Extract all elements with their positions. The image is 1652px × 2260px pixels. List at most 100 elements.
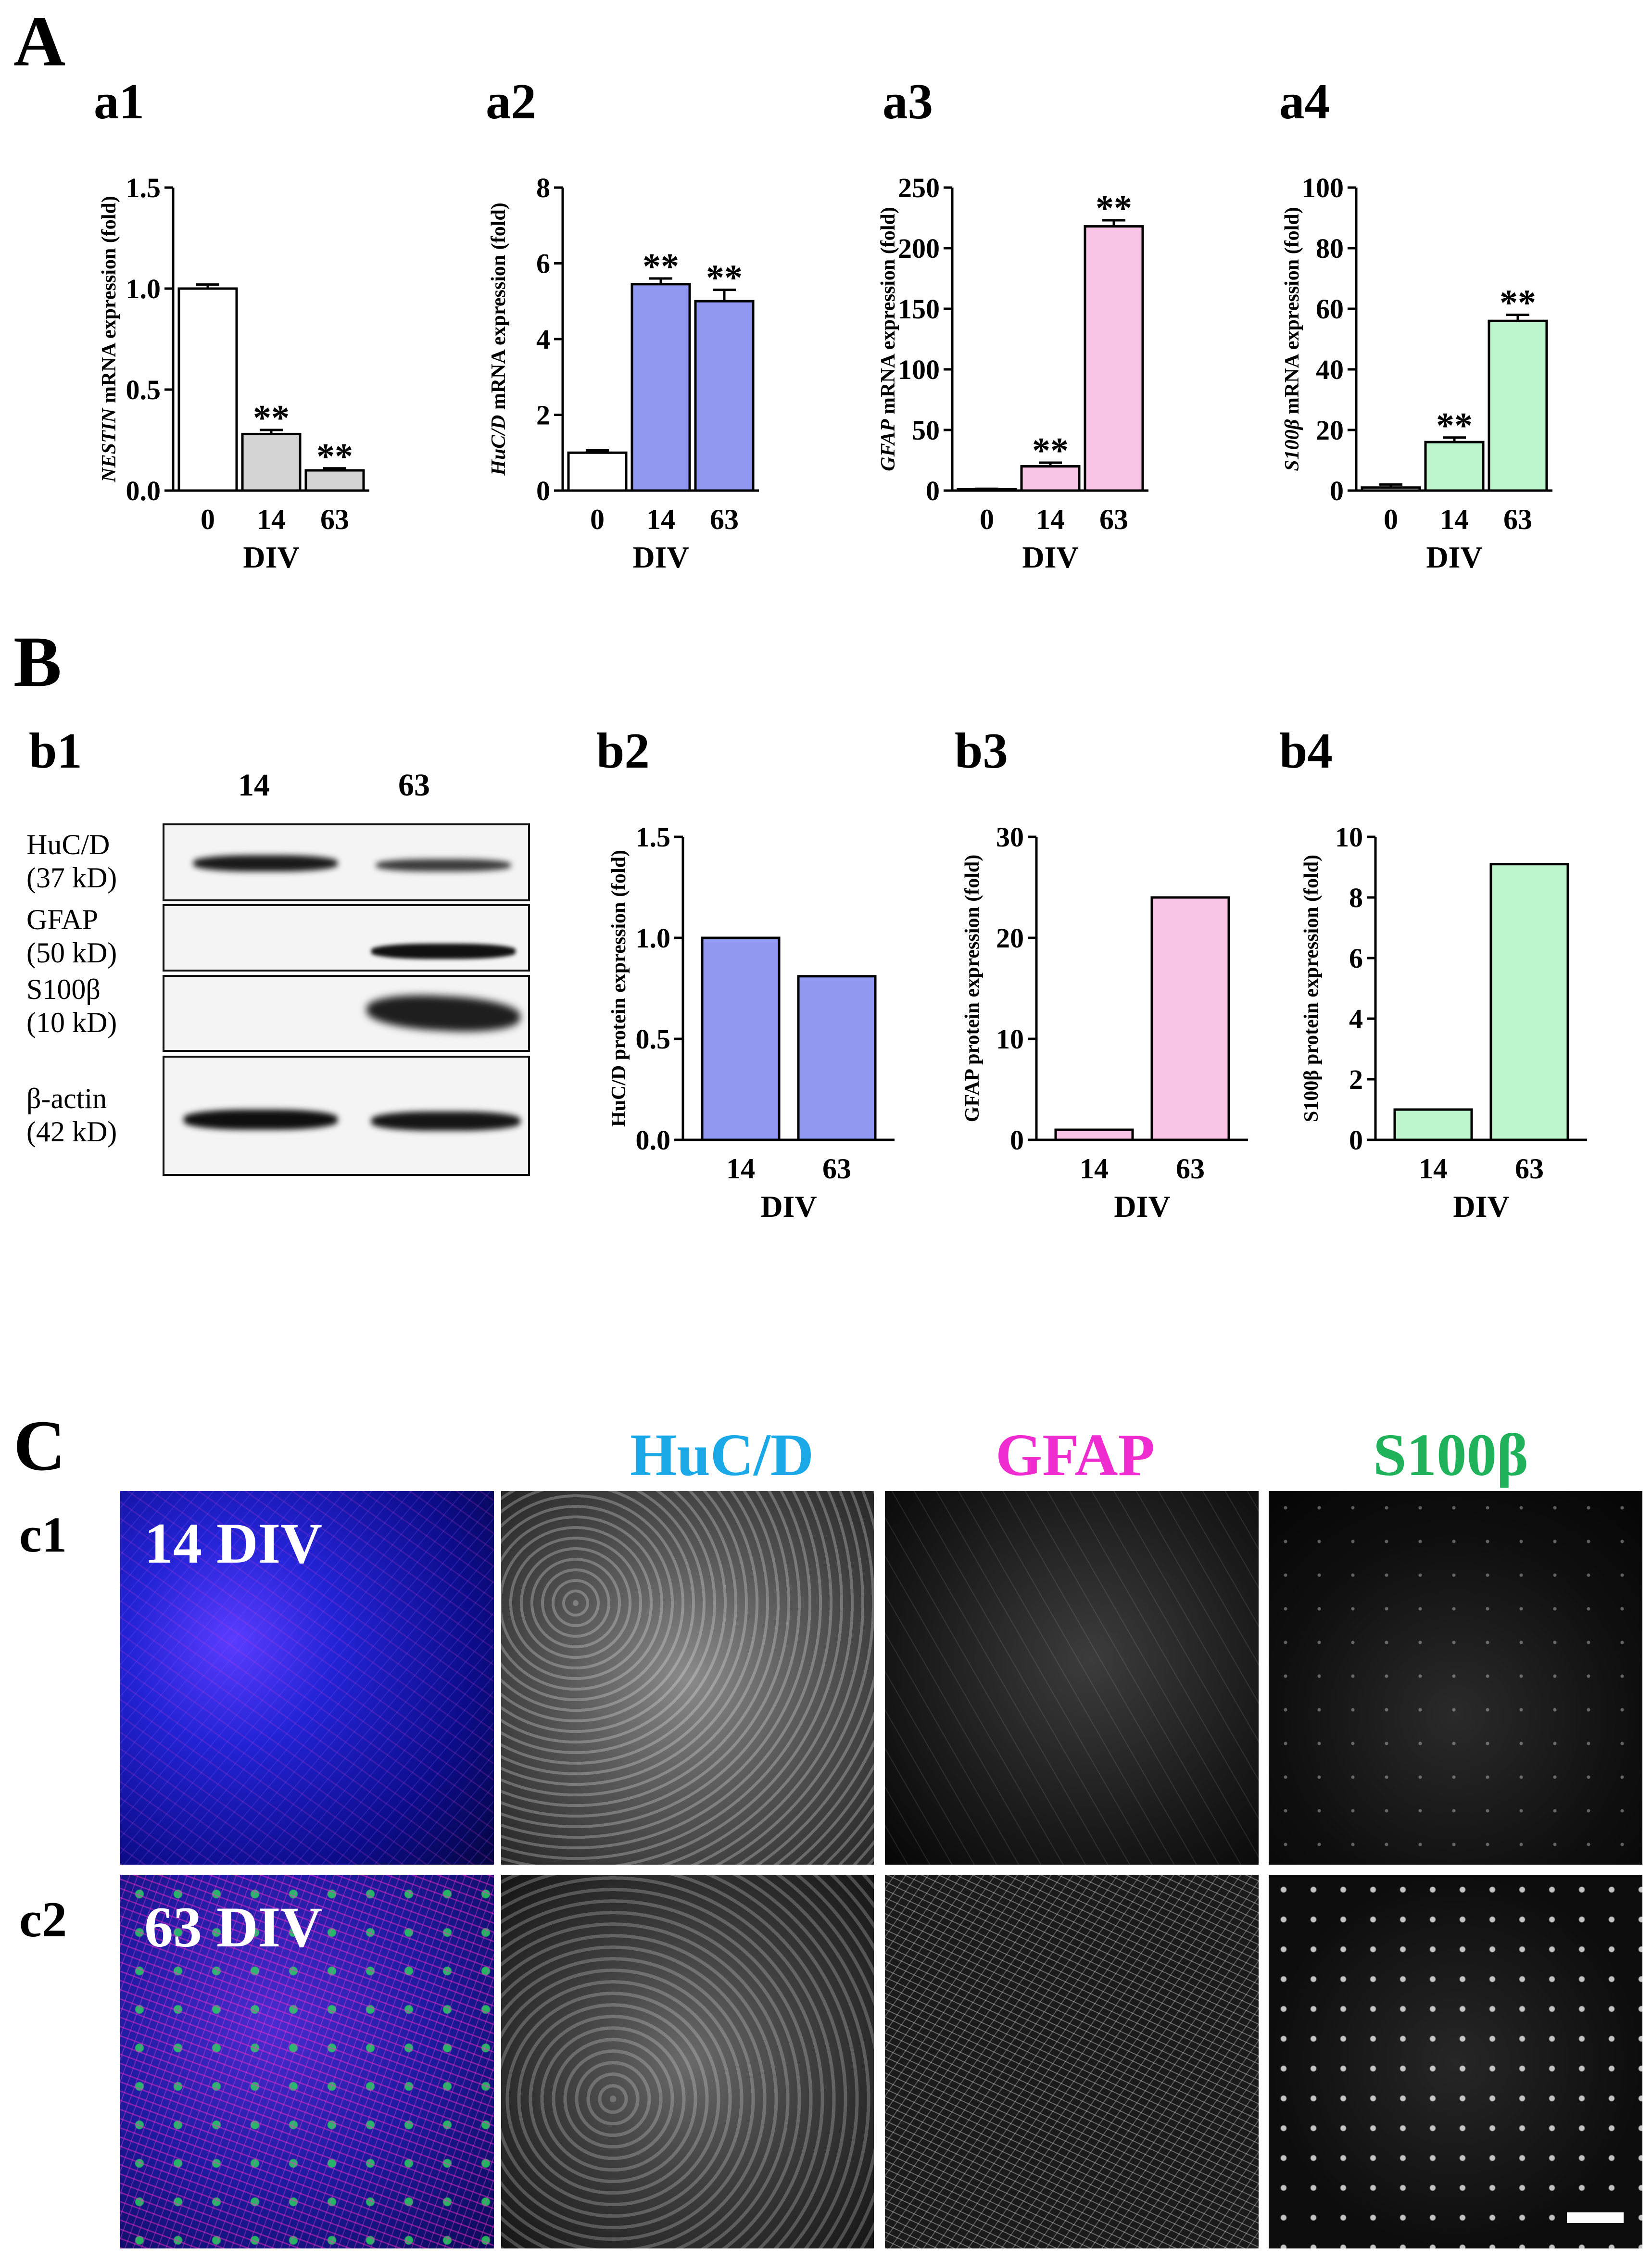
y-tick-label: 200	[898, 233, 940, 264]
y-tick-label: 80	[1316, 233, 1344, 264]
y-axis-title: GFAP protein expression (fold)	[961, 855, 984, 1123]
blot-strip-actin	[163, 1056, 530, 1176]
micrograph-c1-gfap	[885, 1491, 1259, 1865]
x-axis-title: DIV	[1453, 1189, 1509, 1224]
y-tick-label: 1.5	[636, 821, 671, 853]
micrograph-c2-hucd	[501, 1875, 874, 2248]
hucd-texture	[501, 1491, 874, 1865]
bar-14	[631, 283, 691, 492]
blot-band	[371, 1111, 520, 1131]
y-tick-label: 50	[912, 415, 940, 446]
x-tick-label: 0	[590, 504, 605, 535]
channel-label-s100b: S100β	[1373, 1422, 1528, 1489]
bar-14	[1054, 1128, 1134, 1141]
y-tick-label: 100	[1302, 172, 1344, 203]
x-axis-title: DIV	[243, 540, 299, 574]
panel-label-a2: a2	[486, 73, 536, 129]
panel-label-b3: b3	[955, 722, 1008, 779]
merge-texture	[120, 1491, 494, 1865]
y-tick-label: 30	[996, 821, 1024, 853]
micrograph-c1-s100b	[1269, 1491, 1642, 1865]
x-tick-label: 14	[1419, 1153, 1448, 1185]
x-tick-label: 0	[1384, 504, 1398, 535]
y-tick-label: 2	[1349, 1064, 1363, 1095]
bar-63	[1150, 896, 1230, 1141]
x-tick-label: 63	[1503, 504, 1532, 535]
bar-14	[1393, 1108, 1473, 1141]
section-label-b: B	[13, 622, 62, 702]
y-axis-title: S100β protein expression (fold)	[1300, 855, 1323, 1122]
x-tick-label: 63	[1099, 504, 1128, 535]
micrograph-c1-merge: 14 DIV	[120, 1491, 494, 1865]
y-tick-label: 4	[536, 324, 550, 355]
bar-63	[1488, 319, 1548, 492]
y-tick-label: 0	[536, 475, 550, 506]
y-tick-label: 0.0	[126, 475, 161, 506]
section-label-a: A	[13, 1, 66, 81]
y-tick-label: 0	[1330, 475, 1344, 506]
micrograph-c2-s100b	[1269, 1875, 1642, 2248]
significance-marker: **	[1096, 188, 1132, 228]
channel-label-hucd: HuC/D	[630, 1422, 814, 1489]
channel-label-gfap: GFAP	[996, 1422, 1155, 1489]
blot-band	[376, 859, 511, 871]
x-tick-label: 63	[1176, 1153, 1205, 1185]
y-tick-label: 1.5	[126, 172, 161, 203]
bar-63	[694, 300, 755, 492]
hucd-texture	[501, 1875, 874, 2248]
condition-label-c1: 14 DIV	[144, 1511, 323, 1575]
blot-band	[193, 855, 338, 871]
y-tick-label: 1.0	[126, 273, 161, 304]
blot-row-label-actin: β-actin (42 kD)	[26, 1083, 117, 1148]
y-tick-label: 0	[926, 475, 940, 506]
y-tick-label: 0	[1349, 1124, 1363, 1156]
gfap-texture	[885, 1875, 1259, 2248]
bar-14	[701, 936, 781, 1141]
y-tick-label: 150	[898, 293, 940, 325]
y-tick-label: 4	[1349, 1003, 1363, 1035]
x-tick-label: 0	[201, 504, 215, 535]
blot-band	[184, 1110, 338, 1130]
bar-63	[1489, 863, 1569, 1141]
x-axis-title: DIV	[632, 540, 689, 574]
y-tick-label: 0	[1010, 1124, 1024, 1156]
y-tick-label: 60	[1316, 293, 1344, 325]
bar-0	[1361, 486, 1421, 492]
significance-marker: **	[706, 258, 743, 298]
significance-marker: **	[1032, 430, 1069, 471]
y-tick-label: 100	[898, 354, 940, 385]
blot-band	[371, 944, 516, 959]
x-tick-label: 14	[1080, 1153, 1109, 1185]
chart-a1-nestin-mrna: 0.0 0.5 1.0 1.5 0 ** 14 ** 63 DIV NESTIN mRNA expr…	[98, 172, 369, 574]
merge-texture	[120, 1875, 494, 2248]
x-tick-label: 14	[726, 1153, 755, 1185]
x-tick-label: 63	[1515, 1153, 1544, 1185]
x-tick-label: 63	[320, 504, 349, 535]
gfap-texture	[885, 1491, 1259, 1865]
row-label-c1: c1	[19, 1506, 67, 1563]
bar-0	[567, 451, 628, 492]
y-tick-label: 6	[536, 248, 550, 279]
x-axis-title: DIV	[760, 1189, 817, 1224]
y-tick-label: 1.0	[636, 922, 671, 954]
micrograph-c2-merge: 63 DIV	[120, 1875, 494, 2248]
y-axis-title: HuC/D mRNA expression (fold)	[488, 202, 510, 476]
blot-band	[366, 992, 521, 1035]
y-tick-label: 0.5	[126, 374, 161, 405]
panel-label-b4: b4	[1279, 722, 1333, 779]
y-tick-label: 20	[1316, 415, 1344, 446]
blot-strip-hucd	[163, 823, 530, 901]
blot-strip-s100b	[163, 975, 530, 1052]
x-axis-title: DIV	[1022, 540, 1078, 574]
condition-label-c2: 63 DIV	[144, 1895, 323, 1959]
blot-lane-63: 63	[398, 768, 430, 803]
micrograph-c2-gfap	[885, 1875, 1259, 2248]
panel-label-a1: a1	[94, 73, 144, 129]
y-tick-label: 10	[1335, 821, 1363, 853]
chart-a3-gfap-mrna: 0 50 100 150 200 250 0 ** 14 ** 63 DIV GFAP mRNA exp…	[877, 172, 1148, 574]
row-label-c2: c2	[19, 1891, 67, 1947]
significance-marker: **	[253, 398, 290, 438]
x-tick-label: 0	[980, 504, 994, 535]
significance-marker: **	[316, 436, 353, 477]
